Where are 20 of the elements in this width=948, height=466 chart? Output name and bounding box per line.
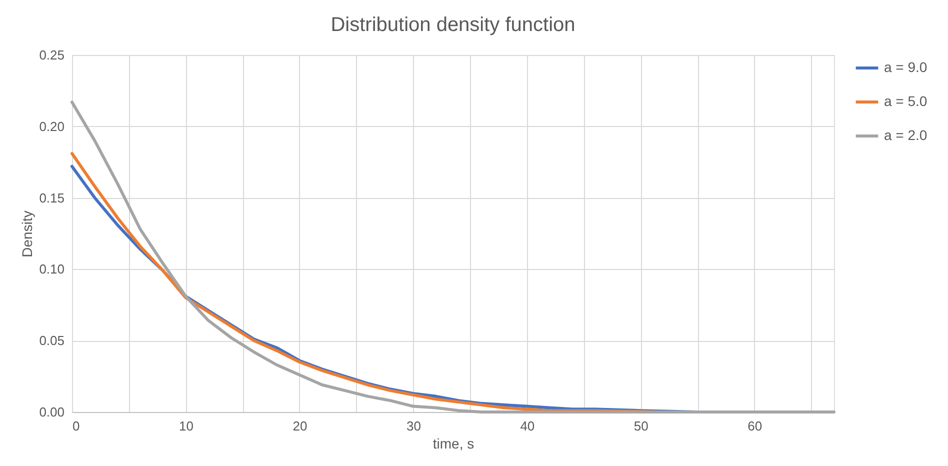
chart-title: Distribution density function — [330, 14, 576, 36]
legend-label: a = 2.0 — [884, 127, 928, 143]
legend-label: a = 5.0 — [884, 93, 928, 109]
legend-label: a = 9.0 — [884, 59, 928, 75]
x-tick-label: 60 — [748, 418, 762, 434]
line-series — [70, 100, 836, 414]
x-tick-label: 10 — [178, 418, 194, 434]
x-tick-label: 50 — [634, 418, 648, 434]
x-tick-label: 40 — [520, 418, 535, 434]
y-tick-label: 0.25 — [39, 48, 64, 62]
x-tick-label: 20 — [292, 418, 308, 434]
y-tick-label: 0.00 — [39, 404, 64, 420]
y-axis-title: Density — [19, 210, 36, 258]
x-tick-label: 30 — [406, 418, 421, 434]
y-tick-label: 0.15 — [39, 190, 64, 206]
x-tick-label: 0 — [72, 418, 80, 434]
x-axis-title: time, s — [432, 436, 474, 452]
y-tick-label: 0.05 — [39, 333, 64, 348]
y-tick-label: 0.10 — [39, 262, 64, 277]
y-tick-label: 0.20 — [39, 118, 64, 134]
